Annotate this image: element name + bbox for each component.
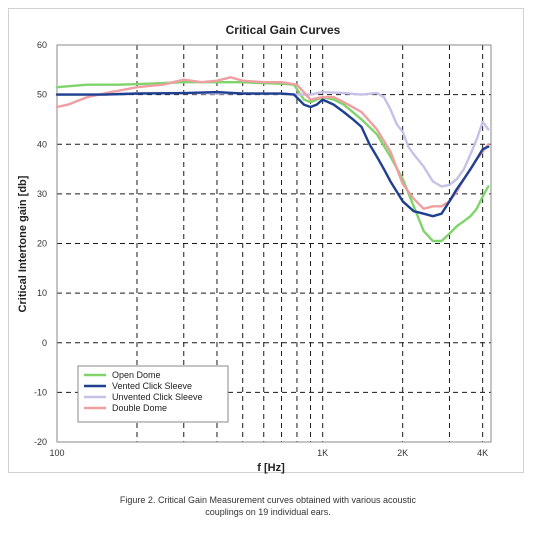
- figure-caption: Figure 2. Critical Gain Measurement curv…: [0, 494, 536, 518]
- x-tick-label: 100: [49, 448, 64, 458]
- series-line-0: [55, 80, 490, 243]
- legend-label: Vented Click Sleeve: [112, 381, 192, 391]
- y-tick-label: 20: [37, 239, 47, 249]
- y-tick-label: 0: [42, 338, 47, 348]
- x-axis-label: f [Hz]: [257, 462, 285, 474]
- x-tick-label: 2K: [397, 448, 408, 458]
- y-axis-label: Critical Intertone gain [db]: [17, 175, 29, 312]
- plot-area: [56, 44, 492, 443]
- y-tick-label: 30: [37, 189, 47, 199]
- legend-label: Unvented Click Sleeve: [112, 392, 203, 402]
- y-tick-label: -20: [34, 437, 47, 447]
- y-tick-label: 10: [37, 288, 47, 298]
- legend-label: Open Dome: [112, 370, 161, 380]
- series-lines: [55, 76, 490, 243]
- x-tick-label: 1K: [317, 448, 328, 458]
- y-tick-label: 60: [37, 40, 47, 50]
- y-tick-label: 50: [37, 90, 47, 100]
- chart-title: Critical Gain Curves: [226, 23, 341, 37]
- series-line-2: [55, 90, 490, 188]
- y-tick-label: 40: [37, 139, 47, 149]
- critical-gain-chart: Critical Gain Curves f [Hz] Critical Int…: [17, 23, 492, 474]
- caption-line-1: Figure 2. Critical Gain Measurement curv…: [119, 495, 417, 505]
- series-line-1: [55, 90, 490, 218]
- legend-label: Double Dome: [112, 403, 167, 413]
- x-tick-label: 4K: [477, 448, 488, 458]
- caption-line-2: couplings on 19 individual ears.: [205, 507, 331, 517]
- y-tick-label: -10: [34, 387, 47, 397]
- series-line-3: [55, 76, 490, 211]
